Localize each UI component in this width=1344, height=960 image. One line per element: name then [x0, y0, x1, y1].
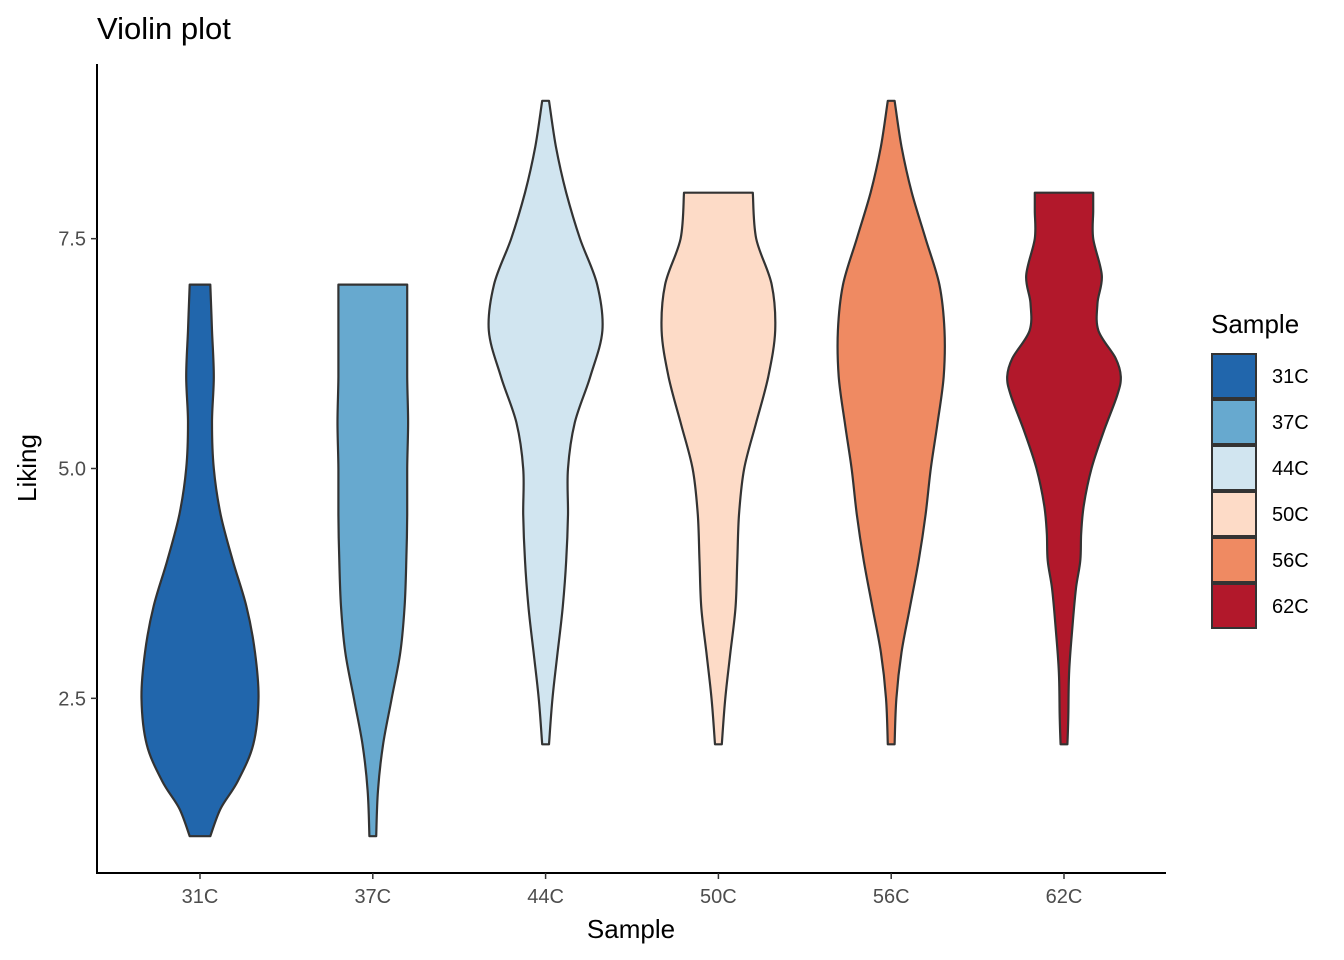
x-tick-label: 37C	[354, 886, 391, 908]
legend-key-62C	[1211, 583, 1257, 629]
y-axis-title: Liking	[12, 434, 42, 502]
x-tick-label: 56C	[873, 886, 910, 908]
x-tick-label: 44C	[527, 886, 564, 908]
legend: Sample 31C 37C 44C 50C 56C 62C	[1211, 309, 1309, 629]
y-tick-label: 2.5	[58, 688, 86, 710]
legend-label: 44C	[1272, 458, 1309, 480]
violin-group	[140, 99, 1122, 838]
violin-37C	[336, 283, 410, 838]
x-tick-label: 31C	[182, 886, 219, 908]
violin-62C	[1006, 191, 1122, 746]
violin-31C	[140, 283, 260, 838]
legend-label: 37C	[1272, 412, 1309, 434]
legend-key-37C	[1211, 399, 1257, 445]
y-axis-ticks: 2.5 5.0 7.5	[58, 229, 97, 710]
y-tick-label: 5.0	[58, 459, 86, 481]
violin-44C	[487, 99, 604, 746]
y-tick-label: 7.5	[58, 229, 86, 251]
legend-title: Sample	[1211, 309, 1299, 339]
x-axis-ticks: 31C 37C 44C 50C 56C 62C	[182, 873, 1083, 908]
legend-key-50C	[1211, 491, 1257, 537]
x-axis-title: Sample	[587, 914, 675, 944]
x-tick-label: 62C	[1046, 886, 1083, 908]
legend-label: 31C	[1272, 366, 1309, 388]
legend-key-44C	[1211, 445, 1257, 491]
legend-key-31C	[1211, 353, 1257, 399]
chart-title: Violin plot	[97, 11, 231, 46]
x-tick-label: 50C	[700, 886, 737, 908]
legend-key-56C	[1211, 537, 1257, 583]
legend-label: 50C	[1272, 504, 1309, 526]
legend-label: 56C	[1272, 550, 1309, 572]
legend-label: 62C	[1272, 596, 1309, 618]
violin-50C	[660, 191, 777, 746]
violin-56C	[836, 99, 946, 746]
